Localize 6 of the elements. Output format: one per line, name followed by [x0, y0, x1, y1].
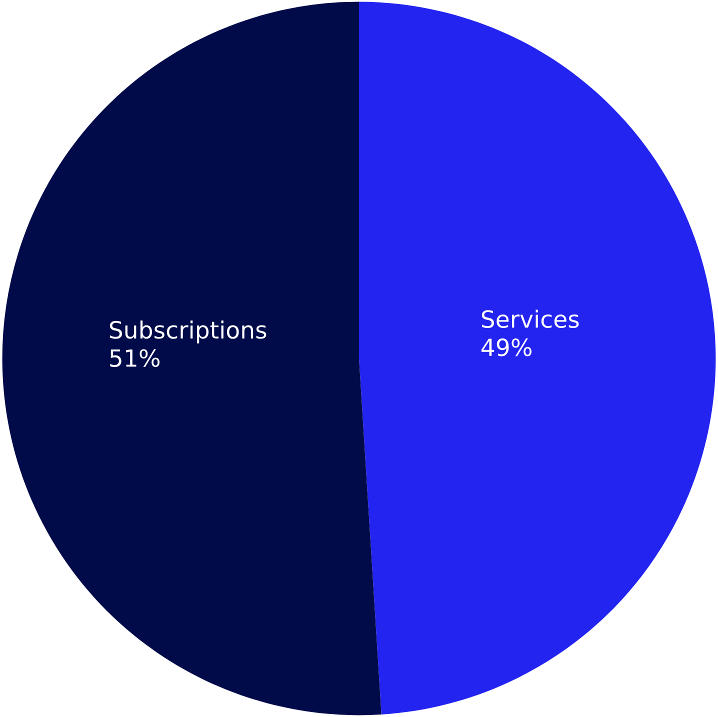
data-label: 51% — [110, 349, 160, 368]
pie-slice — [2, 2, 382, 716]
data-label: 49% — [482, 338, 532, 356]
slice-label: Services — [482, 310, 579, 328]
slice-label: Subscriptions — [110, 320, 266, 344]
pie-slice — [359, 2, 716, 715]
